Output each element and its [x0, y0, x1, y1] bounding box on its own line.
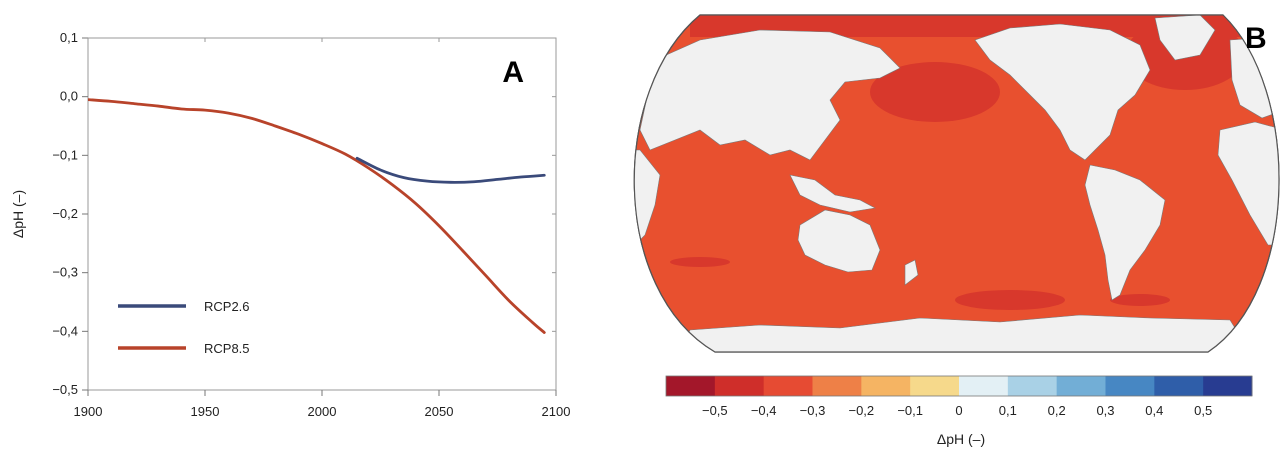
land-south-america — [1084, 164, 1166, 301]
legend-label-rcp26: RCP2.6 — [204, 299, 250, 314]
colorbar-segment — [812, 376, 862, 396]
land-antarctica — [679, 314, 1251, 352]
land-indonesia — [789, 174, 876, 213]
y-tick-label: −0,5 — [52, 382, 78, 397]
land-new-zealand — [904, 259, 919, 286]
y-tick-label: 0,1 — [60, 30, 78, 45]
axis-ticks — [82, 37, 557, 396]
y-tick-label: −0,1 — [52, 147, 78, 162]
y-tick-label: −0,3 — [52, 265, 78, 280]
colorbar-segment — [714, 376, 765, 396]
plot-area — [87, 37, 557, 391]
x-tick-label: 2000 — [308, 404, 337, 419]
colorbar — [665, 375, 1253, 397]
colorbar-frame — [665, 375, 1253, 397]
series-line-rcp85 — [88, 98, 546, 334]
southern-ocean-streak — [1110, 294, 1170, 306]
land-eurasia-west — [639, 29, 901, 161]
x-tick-label: 2050 — [425, 404, 454, 419]
colorbar-tick-label: 0,4 — [1145, 403, 1163, 418]
legend: RCP2.6 RCP8.5 — [118, 299, 250, 356]
colorbar-tick-label: −0,3 — [800, 403, 826, 418]
colorbar-segment — [910, 376, 960, 396]
line-chart-panel: 0,1 0,0 −0,1 −0,2 −0,3 −0,4 −0,5 1900 1950 2000 2… — [10, 30, 570, 419]
y-tick-label: −0,2 — [52, 206, 78, 221]
map-outline — [633, 14, 1280, 353]
north-pacific-region — [870, 62, 1000, 122]
panel-label-a: A — [502, 56, 524, 89]
colorbar-tick-label: −0,4 — [751, 403, 777, 418]
land-greenland — [1154, 15, 1216, 61]
land-africa — [634, 149, 661, 251]
colorbar-segment — [1154, 376, 1204, 396]
southern-ocean-streak — [955, 290, 1065, 310]
colorbar-segment — [861, 376, 911, 396]
colorbar-segment — [1203, 376, 1253, 396]
colorbar-tick-label: −0,2 — [848, 403, 874, 418]
map-panel: B −0,5 −0,4 −0,3 −0,2 −0,1 0 0,1 0,2 0,3 0,4 0,5 Δ… — [633, 14, 1280, 447]
y-tick-label: 0,0 — [60, 89, 78, 104]
series-line-rcp26 — [355, 156, 546, 184]
x-tick-label: 2100 — [542, 404, 571, 419]
southern-ocean-streak — [670, 257, 730, 267]
y-tick-labels: 0,1 0,0 −0,1 −0,2 −0,3 −0,4 −0,5 — [52, 30, 78, 397]
x-tick-label: 1900 — [74, 404, 103, 419]
colorbar-tick-label: −0,1 — [897, 403, 923, 418]
colorbar-tick-label: 0,3 — [1096, 403, 1114, 418]
colorbar-tick-label: 0,2 — [1048, 403, 1066, 418]
colorbar-segment — [1105, 376, 1155, 396]
land-masses — [634, 15, 1279, 352]
legend-label-rcp85: RCP8.5 — [204, 341, 250, 356]
colorbar-segment — [1007, 376, 1058, 396]
y-tick-label: −0,4 — [52, 323, 78, 338]
land-africa-east — [1217, 121, 1279, 246]
colorbar-tick-label: 0 — [955, 403, 962, 418]
colorbar-tick-label: 0,1 — [999, 403, 1017, 418]
colorbar-tick-labels: −0,5 −0,4 −0,3 −0,2 −0,1 0 0,1 0,2 0,3 0,4 0,5 — [702, 403, 1212, 418]
colorbar-segment — [666, 376, 716, 396]
land-north-america — [974, 23, 1151, 161]
colorbar-segment — [1056, 376, 1106, 396]
colorbar-title: ΔpH (–) — [937, 431, 985, 447]
x-tick-labels: 1900 1950 2000 2050 2100 — [74, 404, 571, 419]
colorbar-tick-label: 0,5 — [1194, 403, 1212, 418]
colorbar-segment — [959, 376, 1009, 396]
y-axis-title: ΔpH (–) — [10, 190, 26, 238]
land-australia — [797, 209, 881, 273]
panel-label-b: B — [1245, 22, 1267, 55]
x-tick-label: 1950 — [191, 404, 220, 419]
map-features — [634, 15, 1279, 352]
colorbar-tick-label: −0,5 — [702, 403, 728, 418]
series-group — [88, 98, 546, 334]
colorbar-segment — [763, 376, 813, 396]
